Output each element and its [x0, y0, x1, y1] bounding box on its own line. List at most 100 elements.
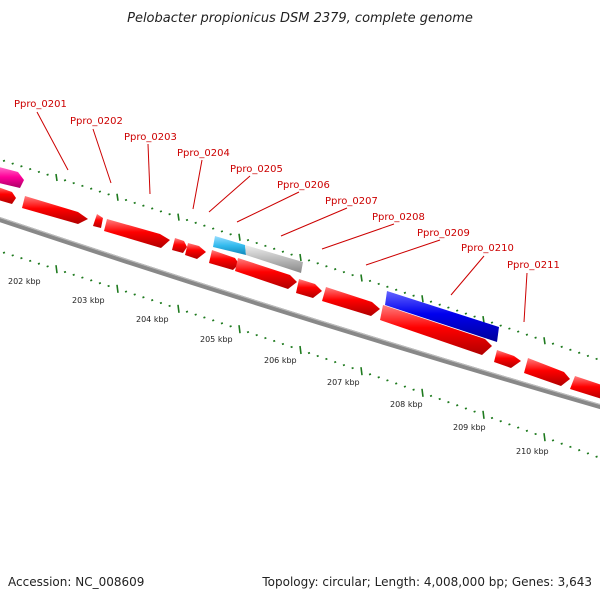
inner-ring-major-tick	[238, 325, 241, 334]
inner-ring-minor-tick	[98, 282, 102, 285]
inner-ring-minor-tick	[46, 265, 49, 268]
gene-label-ppro-0203: Ppro_0203	[124, 132, 177, 143]
outer-ring-minor-tick	[447, 306, 450, 309]
feature-track-inner	[0, 187, 600, 399]
outer-ring-minor-tick	[368, 279, 372, 283]
outer-ring-minor-tick	[2, 159, 6, 162]
leader-line	[365, 239, 441, 266]
outer-ring-major-tick	[238, 233, 241, 241]
inner-ring-minor-tick	[464, 407, 468, 410]
outer-ring-major-tick	[299, 253, 302, 262]
inner-ring-minor-tick	[194, 313, 197, 316]
gene-label-ppro-0209: Ppro_0209	[417, 228, 470, 239]
cds-feature	[0, 187, 16, 204]
inner-ring-minor-tick	[429, 394, 433, 398]
inner-ring-minor-tick	[368, 373, 372, 376]
outer-ring-minor-tick	[455, 309, 459, 312]
inner-ring-minor-tick	[89, 279, 93, 282]
outer-ring-minor-tick	[185, 218, 189, 222]
leader-line	[92, 128, 112, 184]
genome-backbone-highlight	[0, 217, 600, 406]
leader-line	[523, 272, 528, 323]
inner-ring-minor-tick	[333, 360, 337, 364]
outer-ring-minor-tick	[63, 179, 67, 182]
outer-ring-minor-tick	[525, 333, 529, 336]
inner-ring-minor-tick	[455, 404, 459, 407]
inner-ring-minor-tick	[185, 310, 189, 313]
accession-text: Accession: NC_008609	[8, 575, 144, 589]
inner-ring-minor-tick	[246, 330, 250, 334]
inner-ring-major-tick	[543, 433, 546, 442]
gene-label-ppro-0207: Ppro_0207	[325, 196, 378, 207]
kbp-label-210: 210 kbp	[516, 447, 549, 456]
gene-labels: Ppro_0201 Ppro_0202 Ppro_0203 Ppro_0204 …	[14, 99, 560, 271]
genome-backbone	[0, 217, 600, 410]
inner-ring-minor-tick	[2, 251, 6, 254]
kbp-labels: 202 kbp 203 kbp 204 kbp 205 kbp 206 kbp …	[8, 277, 549, 456]
outer-tick-ring	[2, 159, 598, 361]
cds-feature-ppro-0207	[235, 258, 297, 289]
inner-ring-minor-tick	[394, 382, 398, 385]
outer-ring-minor-tick	[534, 336, 537, 339]
outer-ring-minor-tick	[551, 342, 555, 345]
outer-ring-minor-tick	[37, 170, 41, 174]
outer-ring-minor-tick	[194, 221, 197, 224]
inner-ring-minor-tick	[11, 254, 14, 257]
cds-feature-ppro-0209	[322, 287, 380, 316]
inner-ring-minor-tick	[72, 273, 75, 276]
outer-ring-minor-tick	[168, 213, 171, 216]
genome-summary-text: Topology: circular; Length: 4,008,000 bp…	[261, 575, 592, 589]
outer-ring-minor-tick	[11, 162, 14, 165]
inner-ring-minor-tick	[264, 336, 267, 340]
cds-feature-ppro-0201	[22, 196, 88, 224]
inner-ring-minor-tick	[560, 442, 563, 445]
leader-line	[36, 111, 69, 171]
inner-ring-minor-tick	[403, 385, 407, 388]
outer-ring-major-tick	[177, 213, 180, 221]
outer-ring-minor-tick	[81, 184, 84, 188]
outer-ring-minor-tick	[220, 230, 224, 233]
gene-label-ppro-0208: Ppro_0208	[372, 212, 425, 223]
cds-feature	[185, 243, 206, 259]
outer-ring-major-tick	[421, 295, 424, 303]
inner-ring-minor-tick	[159, 301, 163, 305]
inner-ring-minor-tick	[351, 366, 354, 370]
outer-ring-minor-tick	[490, 321, 494, 324]
inner-ring-minor-tick	[124, 290, 128, 293]
outer-ring-minor-tick	[473, 315, 476, 318]
gene-label-ppro-0205: Ppro_0205	[230, 164, 283, 175]
inner-ring-major-tick	[177, 304, 180, 313]
inner-ring-minor-tick	[586, 452, 590, 455]
inner-ring-minor-tick	[516, 426, 520, 429]
outer-ring-minor-tick	[412, 294, 415, 297]
inner-ring-minor-tick	[272, 339, 276, 343]
inner-ring-minor-tick	[490, 416, 494, 420]
outer-ring-minor-tick	[508, 327, 511, 330]
kbp-label-208: 208 kbp	[390, 400, 423, 409]
inner-ring-minor-tick	[551, 439, 555, 442]
gene-label-ppro-0202: Ppro_0202	[70, 116, 123, 127]
inner-ring-minor-tick	[307, 351, 311, 355]
outer-ring-minor-tick	[46, 173, 49, 176]
inner-ring-minor-tick	[438, 397, 441, 401]
outer-ring-major-tick	[482, 315, 485, 324]
inner-ring-minor-tick	[150, 299, 154, 302]
inner-ring-minor-tick	[107, 284, 110, 288]
outer-ring-minor-tick	[325, 265, 328, 268]
outer-ring-minor-tick	[307, 259, 311, 262]
cds-feature	[380, 305, 492, 355]
feature-track-outer	[0, 167, 499, 342]
outer-ring-minor-tick	[429, 300, 433, 303]
outer-ring-minor-tick	[89, 187, 93, 190]
inner-ring-minor-tick	[220, 322, 224, 325]
cds-feature-ppro-0208	[296, 279, 322, 298]
inner-ring-minor-tick	[281, 342, 285, 346]
outer-ring-major-tick	[116, 193, 119, 201]
outer-ring-minor-tick	[586, 354, 590, 358]
inner-ring-minor-tick	[133, 293, 136, 296]
outer-ring-minor-tick	[377, 282, 380, 286]
outer-ring-minor-tick	[386, 285, 389, 288]
inner-ring-minor-tick	[229, 325, 232, 328]
outer-ring-minor-tick	[203, 224, 206, 227]
outer-ring-minor-tick	[150, 207, 154, 210]
